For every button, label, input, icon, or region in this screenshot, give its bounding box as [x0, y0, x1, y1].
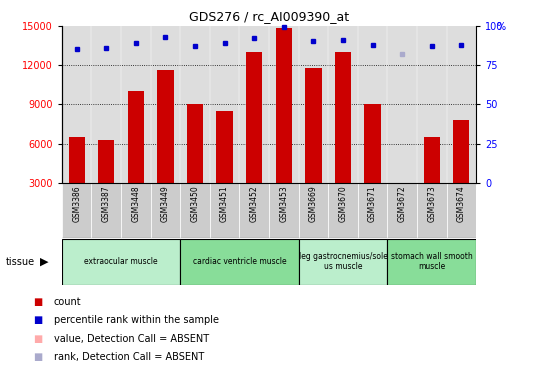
- FancyBboxPatch shape: [91, 183, 121, 238]
- FancyBboxPatch shape: [62, 183, 91, 238]
- Text: percentile rank within the sample: percentile rank within the sample: [54, 315, 219, 325]
- Text: GSM3671: GSM3671: [368, 186, 377, 223]
- Y-axis label: %: %: [497, 22, 506, 33]
- FancyBboxPatch shape: [269, 183, 299, 238]
- Bar: [423, 137, 440, 183]
- Bar: [216, 111, 233, 183]
- Text: rank, Detection Call = ABSENT: rank, Detection Call = ABSENT: [54, 352, 204, 362]
- FancyBboxPatch shape: [328, 183, 358, 238]
- Bar: [246, 52, 263, 183]
- Text: GSM3674: GSM3674: [457, 186, 466, 223]
- FancyBboxPatch shape: [210, 183, 239, 238]
- Text: ■: ■: [33, 352, 43, 362]
- Text: stomach wall smooth
muscle: stomach wall smooth muscle: [391, 252, 472, 272]
- FancyBboxPatch shape: [447, 183, 476, 238]
- Text: leg gastrocnemius/sole
us muscle: leg gastrocnemius/sole us muscle: [299, 252, 387, 272]
- Text: GSM3673: GSM3673: [427, 186, 436, 223]
- Text: cardiac ventricle muscle: cardiac ventricle muscle: [193, 257, 286, 266]
- FancyBboxPatch shape: [299, 239, 387, 284]
- FancyBboxPatch shape: [62, 239, 180, 284]
- Bar: [364, 104, 381, 183]
- Bar: [335, 52, 351, 183]
- Text: ■: ■: [33, 297, 43, 307]
- FancyBboxPatch shape: [387, 183, 417, 238]
- FancyBboxPatch shape: [387, 239, 476, 284]
- Text: GSM3672: GSM3672: [398, 186, 407, 223]
- Text: GSM3450: GSM3450: [190, 186, 200, 223]
- Bar: [305, 68, 322, 183]
- Bar: [394, 183, 410, 213]
- Text: GSM3670: GSM3670: [338, 186, 348, 223]
- FancyBboxPatch shape: [417, 183, 447, 238]
- FancyBboxPatch shape: [180, 183, 210, 238]
- Bar: [275, 28, 292, 183]
- Bar: [187, 104, 203, 183]
- Bar: [128, 91, 144, 183]
- Text: GSM3386: GSM3386: [72, 186, 81, 223]
- Bar: [98, 140, 115, 183]
- FancyBboxPatch shape: [358, 183, 387, 238]
- Title: GDS276 / rc_AI009390_at: GDS276 / rc_AI009390_at: [189, 10, 349, 23]
- Text: GSM3453: GSM3453: [279, 186, 288, 223]
- Text: tissue: tissue: [5, 257, 34, 267]
- Text: ▶: ▶: [40, 257, 49, 267]
- FancyBboxPatch shape: [239, 183, 269, 238]
- Bar: [68, 137, 85, 183]
- FancyBboxPatch shape: [180, 239, 299, 284]
- Text: GSM3452: GSM3452: [250, 186, 259, 223]
- FancyBboxPatch shape: [151, 183, 180, 238]
- Text: ■: ■: [33, 315, 43, 325]
- Bar: [157, 70, 174, 183]
- Text: GSM3448: GSM3448: [131, 186, 140, 223]
- Text: extraocular muscle: extraocular muscle: [84, 257, 158, 266]
- Text: count: count: [54, 297, 81, 307]
- Bar: [453, 120, 470, 183]
- Text: ■: ■: [33, 333, 43, 344]
- Text: GSM3449: GSM3449: [161, 186, 170, 223]
- FancyBboxPatch shape: [121, 183, 151, 238]
- FancyBboxPatch shape: [299, 183, 328, 238]
- Text: GSM3451: GSM3451: [220, 186, 229, 223]
- Text: GSM3669: GSM3669: [309, 186, 318, 223]
- Text: GSM3387: GSM3387: [102, 186, 111, 223]
- Text: value, Detection Call = ABSENT: value, Detection Call = ABSENT: [54, 333, 209, 344]
